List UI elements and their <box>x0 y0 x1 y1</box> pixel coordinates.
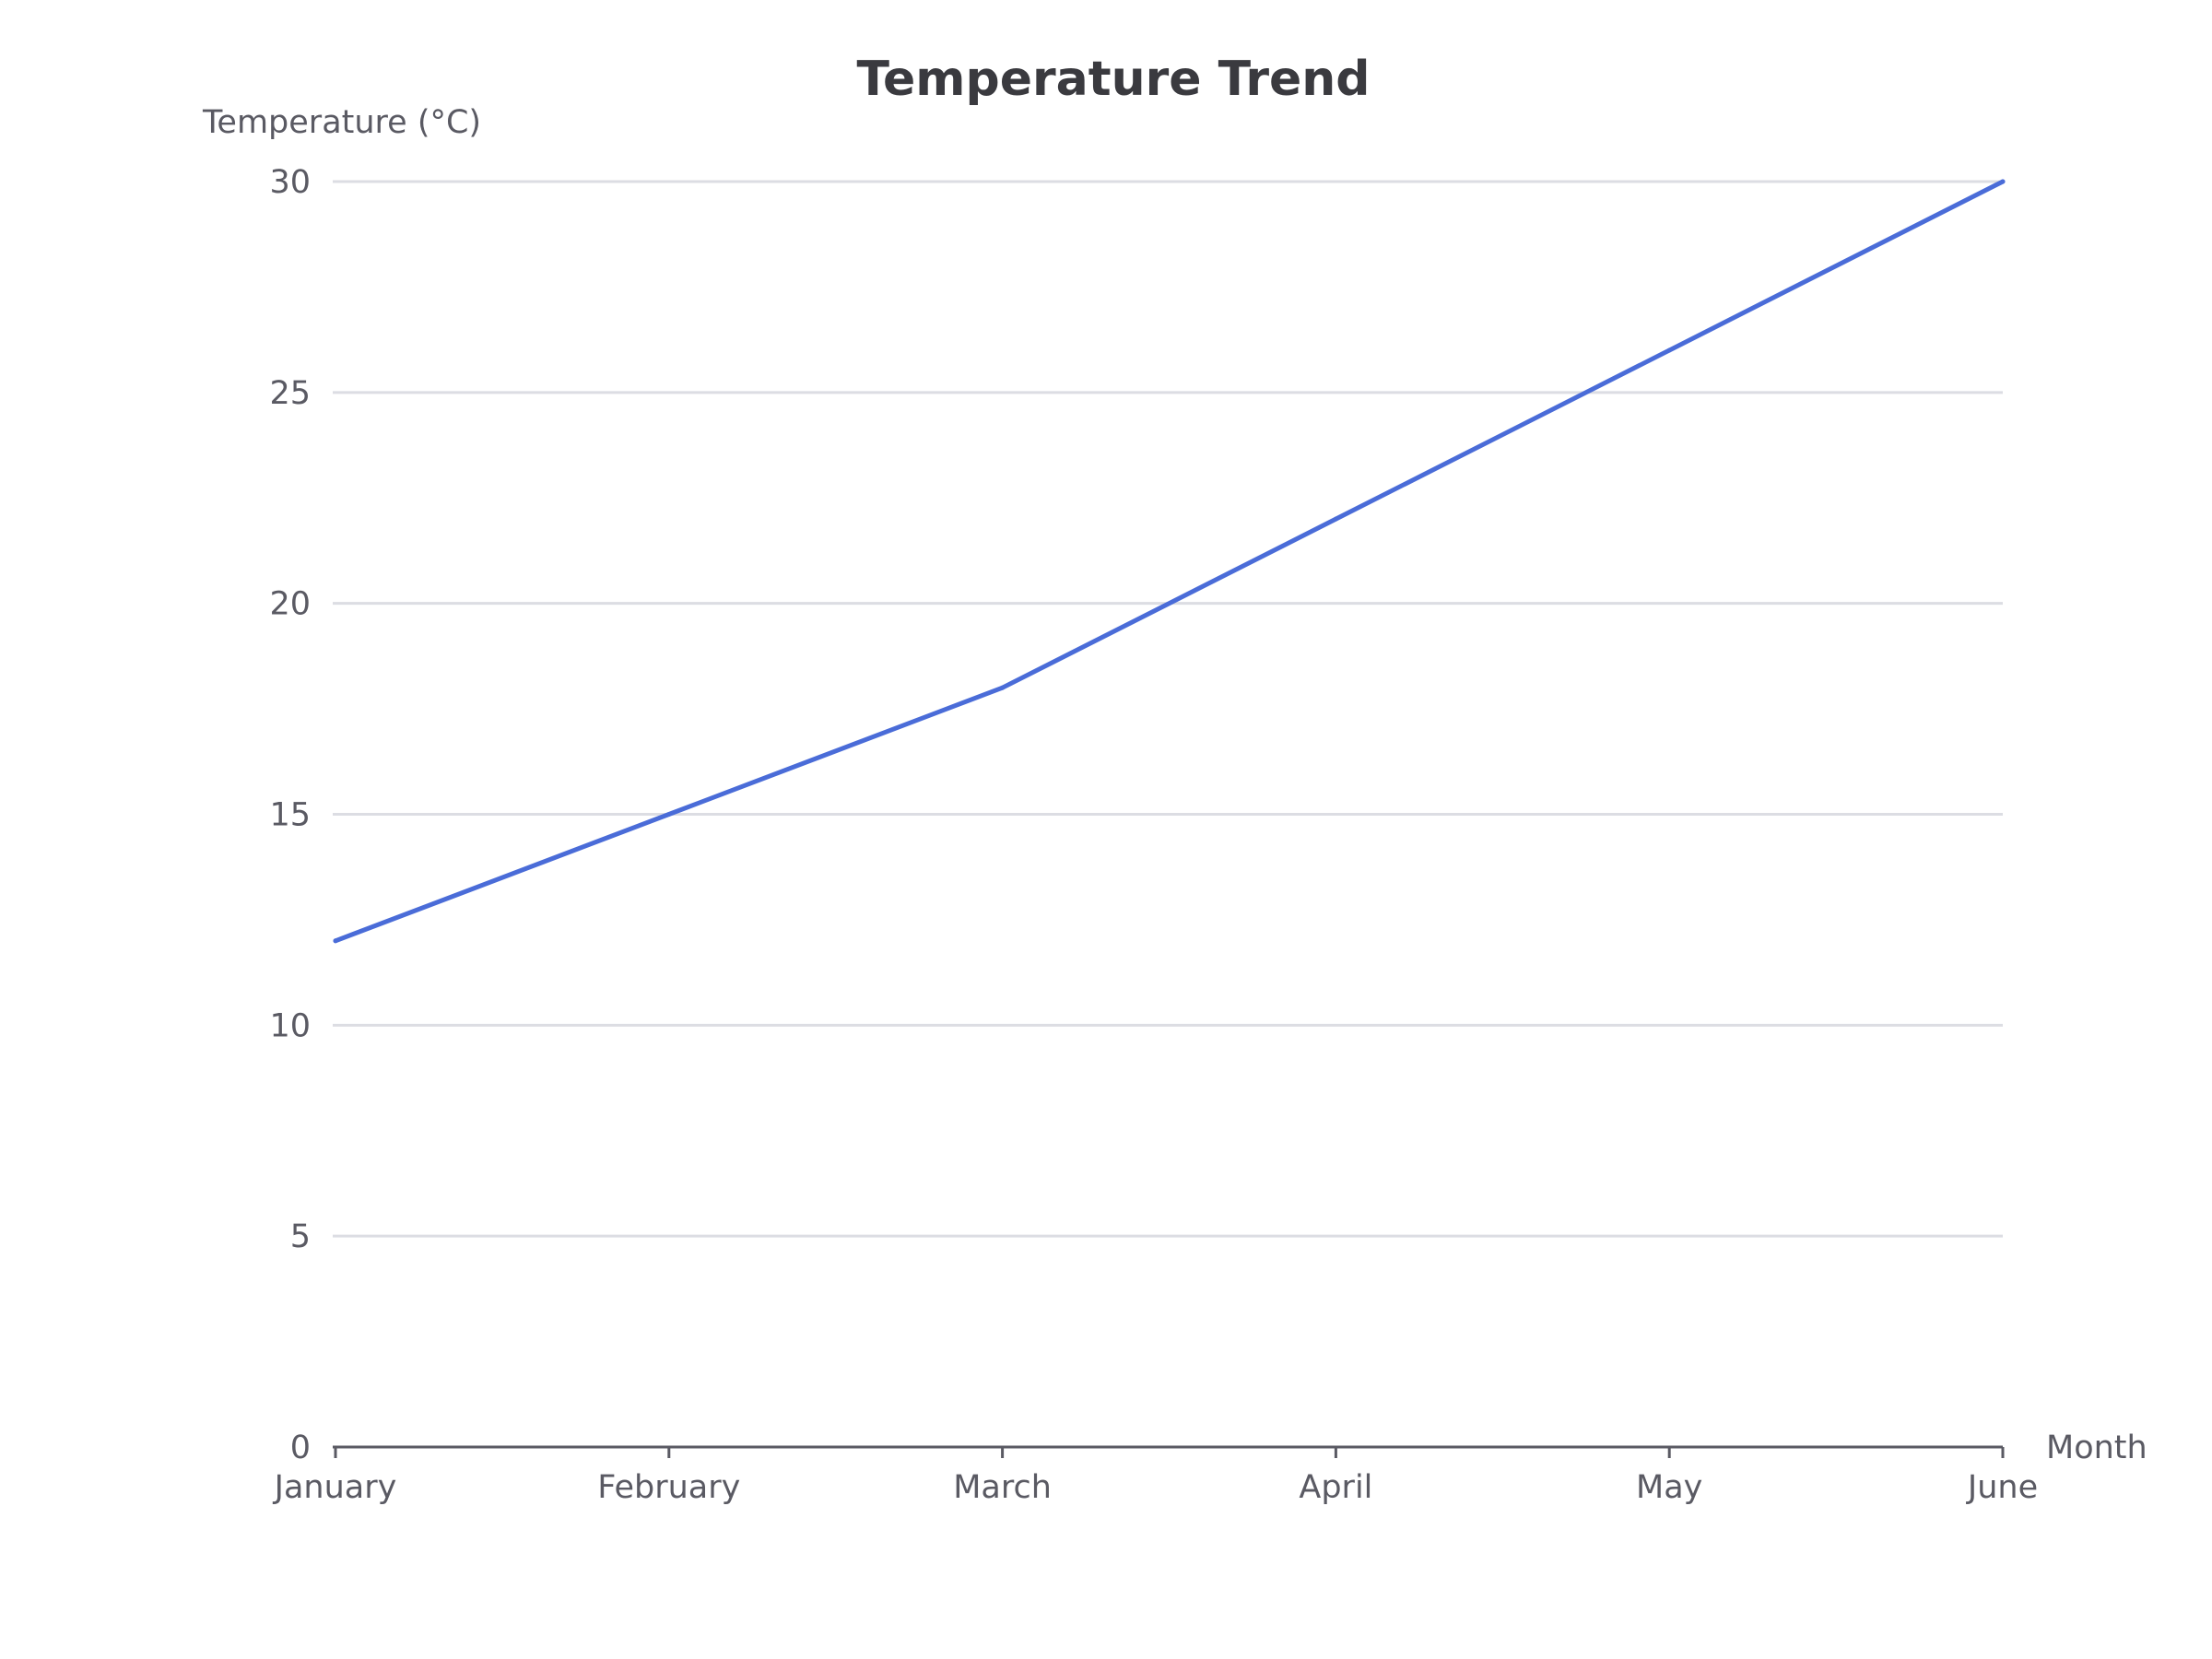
data-point <box>666 812 672 817</box>
grid-lines <box>333 180 2003 1238</box>
y-tick-label: 15 <box>269 797 311 834</box>
y-tick-label: 25 <box>269 375 311 412</box>
series-line <box>333 179 2006 944</box>
data-point <box>1000 685 1006 690</box>
series-layer <box>333 179 2006 944</box>
x-tick-label: January <box>273 1469 397 1506</box>
y-axis-label: Temperature (°C) <box>202 104 481 141</box>
data-point <box>2000 179 2006 184</box>
axes <box>333 1445 2005 1458</box>
data-point <box>1333 516 1338 522</box>
x-tick-label: May <box>1636 1469 1702 1506</box>
x-tick-label: March <box>953 1469 1052 1506</box>
chart-title: Temperature Trend <box>856 52 1370 107</box>
y-tick-label: 20 <box>269 586 311 623</box>
x-tick-label: June <box>1966 1469 2038 1506</box>
y-tick-labels: 0 5 10 15 20 25 30 <box>269 164 311 1466</box>
data-point <box>333 938 338 944</box>
y-tick-label: 0 <box>290 1430 311 1466</box>
y-tick-label: 10 <box>269 1007 311 1044</box>
x-tick-label: April <box>1299 1469 1372 1506</box>
data-point <box>1666 347 1672 353</box>
x-tick-label: February <box>597 1469 740 1506</box>
y-tick-label: 30 <box>269 164 311 201</box>
y-tick-label: 5 <box>290 1218 311 1255</box>
x-axis-label: Month <box>2046 1430 2147 1466</box>
x-tick-labels: January February March April May June <box>273 1469 2038 1506</box>
